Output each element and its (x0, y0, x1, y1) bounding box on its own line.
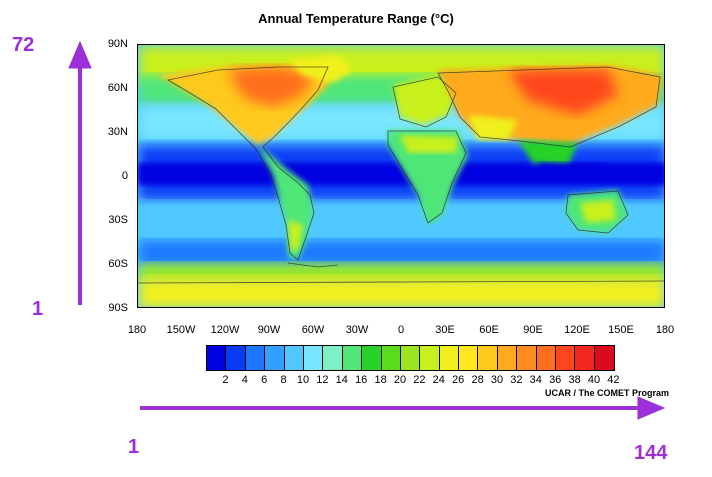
lat-label-90n: 90N (107, 38, 128, 50)
colorbar-swatch (265, 346, 285, 370)
colorbar-label: 24 (432, 374, 445, 386)
x-axis-right-number: 144 (634, 442, 668, 464)
colorbar-label: 16 (355, 374, 368, 386)
lon-label-60e: 60E (479, 324, 499, 336)
lat-label-60n: 60N (107, 82, 128, 94)
colorbar-swatch (556, 346, 576, 370)
colorbar-label: 36 (549, 374, 562, 386)
colorbar-swatch (497, 346, 518, 370)
colorbar-swatch (575, 346, 595, 370)
colorbar-swatch (536, 346, 557, 370)
map-canvas (138, 45, 664, 307)
lon-label-30w: 30W (345, 324, 369, 336)
colorbar-swatch (207, 346, 227, 370)
lat-label-30s: 30S (108, 214, 128, 226)
lon-label-150w: 150W (166, 324, 196, 336)
colorbar-swatch (420, 346, 440, 370)
credit-text: UCAR / The COMET Program (545, 388, 670, 398)
lon-label-0: 0 (397, 324, 405, 336)
colorbar-swatch (594, 346, 615, 370)
colorbar-label: 12 (316, 374, 329, 386)
colorbar-swatch (323, 346, 343, 370)
lon-label-150e: 150E (608, 324, 634, 336)
colorbar-label: 20 (393, 374, 407, 386)
lon-label-120e: 120E (564, 324, 590, 336)
colorbar-swatch (245, 346, 266, 370)
colorbar-swatch (478, 346, 498, 370)
lon-label-180e: 180 (655, 324, 675, 336)
colorbar-swatch (284, 346, 304, 370)
colorbar-label: 30 (490, 374, 504, 386)
y-axis-top-number: 72 (12, 34, 35, 56)
colorbar-label: 34 (529, 374, 542, 386)
horizontal-arrow-icon (140, 396, 666, 420)
colorbar-swatch (226, 346, 246, 370)
lat-label-30n: 30N (107, 126, 128, 138)
x-axis-left-number: 1 (128, 436, 140, 458)
colorbar-swatch (362, 346, 382, 370)
lat-label-60s: 60S (108, 258, 128, 270)
colorbar-label: 22 (413, 374, 426, 386)
colorbar-swatch (517, 346, 537, 370)
y-axis-bottom-number: 1 (32, 298, 44, 320)
lon-label-90e: 90E (523, 324, 543, 336)
map-title: Annual Temperature Range (°C) (258, 11, 454, 26)
colorbar-swatch (342, 346, 363, 370)
colorbar-swatch (381, 346, 401, 370)
colorbar-label: 40 (587, 374, 601, 386)
vertical-arrow-icon (68, 40, 92, 305)
lon-label-30e: 30E (435, 324, 455, 336)
colorbar-label: 4 (241, 374, 248, 386)
colorbar-label: 14 (335, 374, 348, 386)
lat-label-90s: 90S (108, 302, 128, 314)
colorbar-label: 10 (296, 374, 310, 386)
colorbar-label: 18 (374, 374, 387, 386)
colorbar-label: 38 (568, 374, 581, 386)
colorbar-label: 2 (222, 374, 229, 386)
colorbar-label: 32 (510, 374, 523, 386)
colorbar-swatch (303, 346, 324, 370)
temperature-range-map (137, 44, 665, 308)
colorbar-label: 8 (280, 374, 287, 386)
colorbar-label: 28 (471, 374, 484, 386)
colorbar-label: 42 (607, 374, 620, 386)
lon-label-180w: 180 (127, 324, 147, 336)
colorbar-label: 26 (452, 374, 465, 386)
colorbar-label: 6 (261, 374, 268, 386)
colorbar-swatch (459, 346, 479, 370)
colorbar (206, 345, 616, 371)
lon-label-120w: 120W (210, 324, 240, 336)
lon-label-60w: 60W (301, 324, 325, 336)
lat-label-0: 0 (121, 170, 128, 182)
colorbar-swatch (439, 346, 460, 370)
colorbar-swatch (400, 346, 421, 370)
lon-label-90w: 90W (257, 324, 281, 336)
